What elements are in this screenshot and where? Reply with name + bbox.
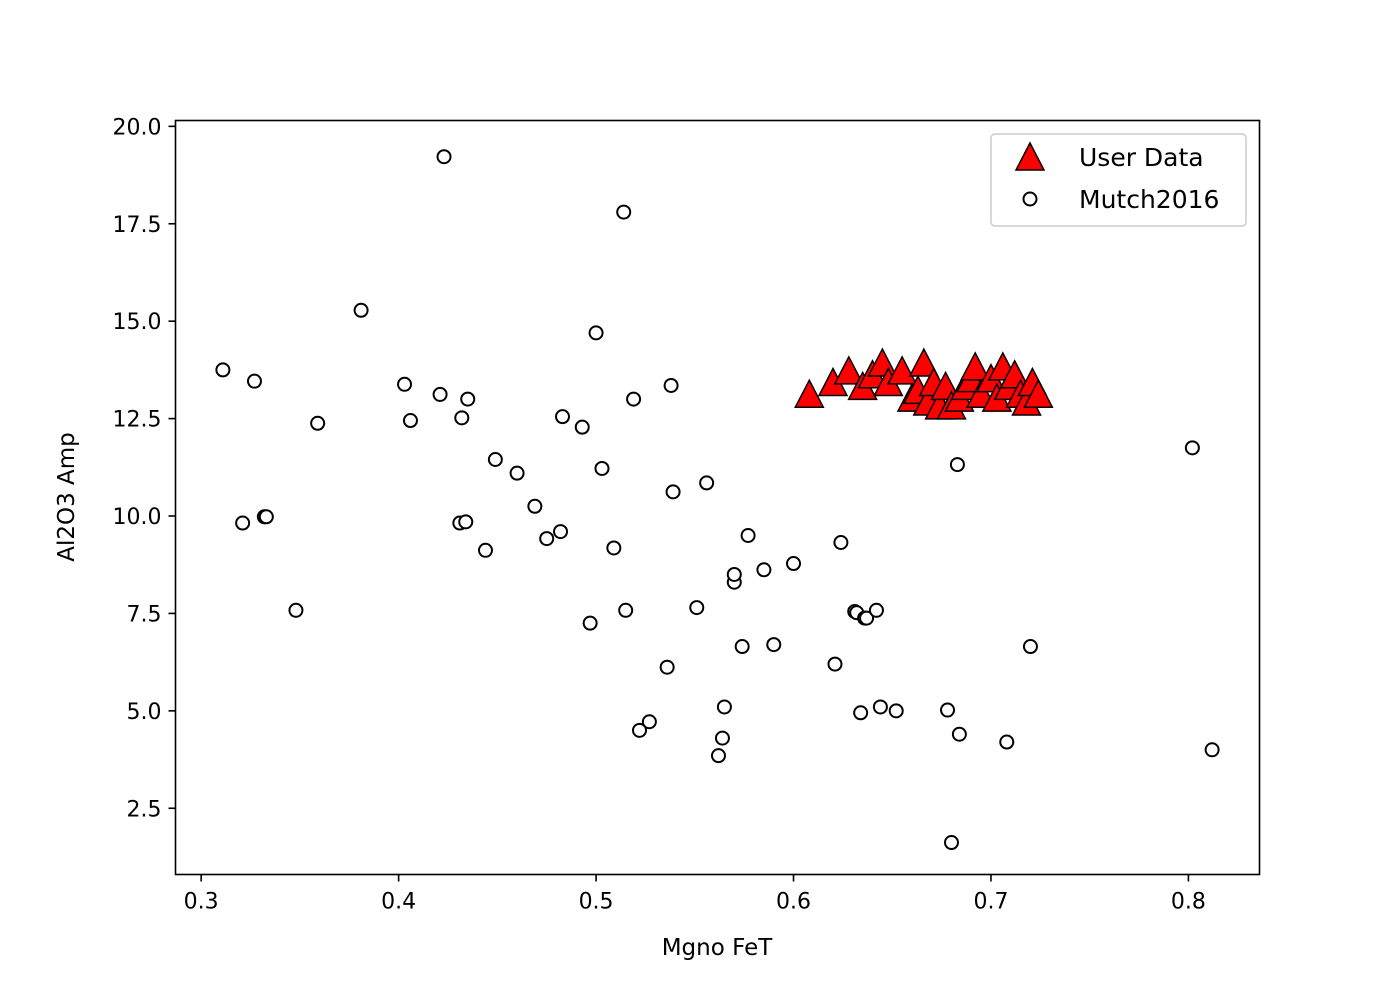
mutch2016-point (310, 415, 326, 431)
mutch2016-point (1204, 742, 1220, 758)
y-tick-label: 15.0 (113, 310, 162, 335)
mutch2016-point (1184, 440, 1200, 456)
mutch2016-point (726, 566, 742, 582)
mutch2016-point (527, 498, 543, 514)
mutch2016-point (853, 705, 869, 721)
user-data-point (908, 347, 940, 377)
y-tick-label: 12.5 (113, 408, 162, 433)
y-tick-label: 17.5 (113, 213, 162, 238)
mutch2016-point (555, 409, 571, 425)
legend-box (990, 133, 1247, 227)
x-tick-label: 0.5 (579, 890, 614, 915)
mutch2016-point (616, 204, 632, 220)
y-axis: 2.5 5.0 7.5 10.0 12.5 15.0 17.5 20.0 (113, 115, 176, 822)
mutch2016-point (786, 556, 802, 572)
mutch2016-point (689, 600, 705, 616)
y-tick-label: 20.0 (113, 115, 162, 140)
y-tick-label: 7.5 (127, 602, 162, 627)
mutch2016-point (766, 637, 782, 653)
mutch2016-point (827, 656, 843, 672)
mutch2016-point (716, 699, 732, 715)
x-axis-label: Mgno FeT (662, 935, 774, 961)
x-axis: 0.3 0.4 0.5 0.6 0.7 0.8 (184, 874, 1206, 915)
mutch2016-point (487, 452, 503, 468)
mutch2016-point (588, 325, 604, 341)
mutch2016-point (402, 413, 418, 429)
mutch2016-point (215, 362, 231, 378)
x-tick-label: 0.6 (776, 890, 811, 915)
mutch2016-point (833, 535, 849, 551)
mutch2016-point (641, 714, 657, 730)
mutch2016-point (868, 602, 884, 618)
mutch2016-point (432, 386, 448, 402)
y-tick-label: 2.5 (127, 797, 162, 822)
user-data-point (886, 355, 918, 385)
mutch2016-point (626, 391, 642, 407)
legend: User Data Mutch2016 (990, 133, 1247, 227)
mutch2016-point (659, 659, 675, 675)
mutch2016-point (872, 699, 888, 715)
mutch2016-point (943, 835, 959, 851)
x-tick-label: 0.8 (1171, 890, 1206, 915)
mutch2016-point (458, 514, 474, 530)
y-tick-label: 10.0 (113, 505, 162, 530)
mutch2016-point (756, 562, 772, 578)
x-tick-label: 0.3 (184, 890, 219, 915)
x-tick-label: 0.4 (381, 890, 416, 915)
mutch2016-point (1022, 639, 1038, 655)
mutch2016-point (288, 602, 304, 618)
mutch2016-point (632, 722, 648, 738)
mutch2016-point (740, 527, 756, 543)
mutch2016-point (949, 457, 965, 473)
mutch2016-point (999, 734, 1015, 750)
mutch2016-point (606, 540, 622, 556)
mutch2016-point (397, 376, 413, 392)
mutch2016-point (663, 377, 679, 393)
mutch2016-point (454, 410, 470, 426)
mutch2016-point (582, 615, 598, 631)
plot-area (215, 149, 1220, 851)
mutch2016-point (460, 391, 476, 407)
legend-label-mutch2016: Mutch2016 (1079, 185, 1219, 214)
mutch2016-point (940, 702, 956, 718)
mutch2016-point (246, 373, 262, 389)
mutch2016-point (734, 639, 750, 655)
user-data-point (833, 355, 865, 385)
mutch2016-point (436, 149, 452, 165)
mutch2016-point (553, 524, 569, 540)
user-data-point (794, 378, 825, 408)
mutch2016-point (859, 610, 875, 626)
mutch2016-point (951, 726, 967, 742)
mutch2016-point (477, 542, 493, 558)
mutch2016-point (574, 419, 590, 435)
user-data-point (1023, 378, 1054, 408)
legend-marker-user-data (1014, 141, 1046, 171)
mutch2016-point (509, 465, 525, 481)
mutch2016-point (539, 531, 555, 547)
mutch2016-point (710, 748, 726, 764)
y-axis-label: Al2O3 Amp (54, 432, 80, 562)
mutch2016-point (665, 484, 681, 500)
legend-marker-mutch2016 (1022, 191, 1038, 207)
legend-label-user-data: User Data (1079, 143, 1204, 172)
y-tick-label: 5.0 (127, 700, 162, 725)
mutch2016-point (699, 475, 715, 491)
mutch2016-point (594, 460, 610, 476)
mutch2016-point (353, 302, 369, 318)
mutch2016-point (258, 509, 274, 525)
mutch2016-point (714, 730, 730, 746)
mutch2016-point (618, 602, 634, 618)
mutch2016-point (235, 515, 251, 531)
x-tick-label: 0.7 (973, 890, 1008, 915)
mutch2016-point (888, 703, 904, 719)
plot-frame (174, 119, 1261, 876)
user-data-point (959, 351, 991, 381)
